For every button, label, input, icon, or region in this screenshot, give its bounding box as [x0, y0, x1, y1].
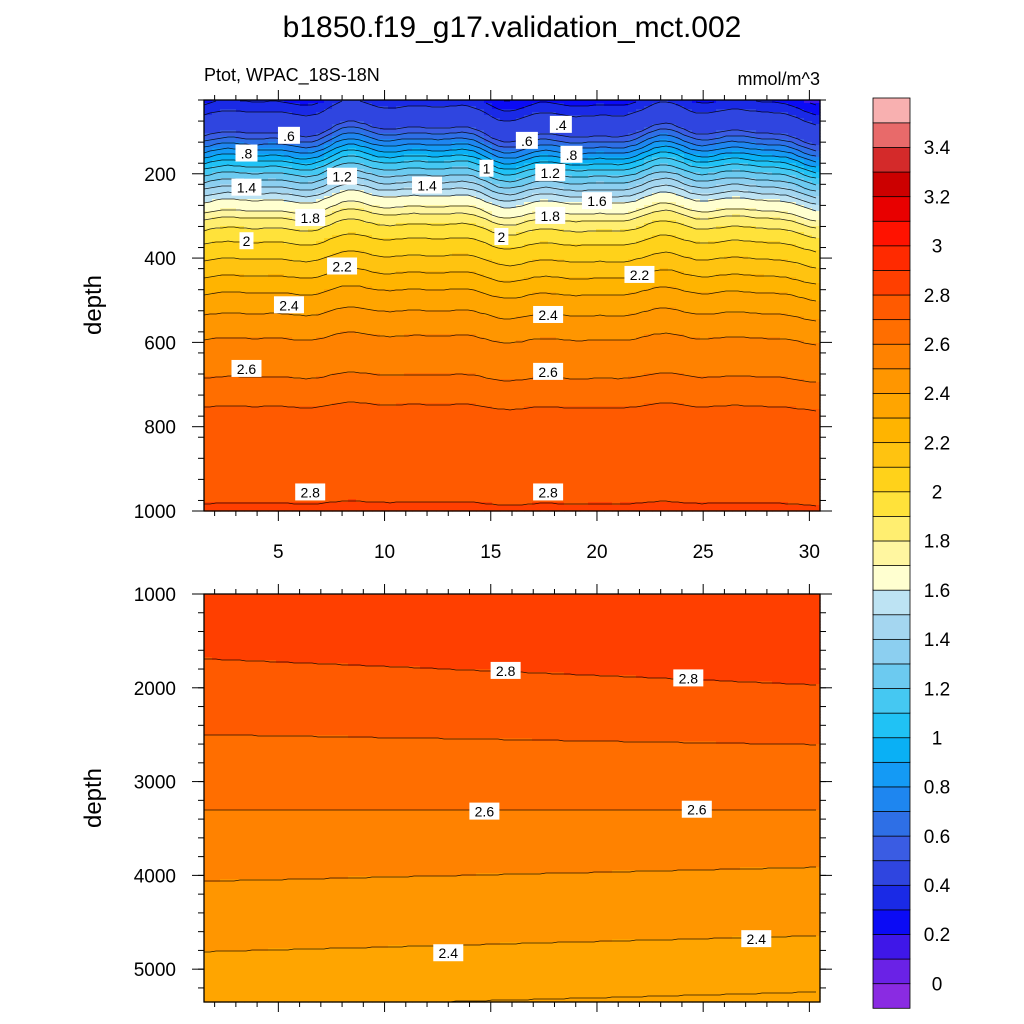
chart-title: b1850.f19_g17.validation_mct.002	[283, 11, 742, 44]
upper-panel: .6.4.6.8.811.2 1.21.4 1.41.61.8 1.82 22.22.2…	[80, 90, 832, 563]
subtitle-left: Ptot, WPAC_18S-18N	[204, 65, 380, 86]
units-label: mmol/m^3	[738, 69, 820, 89]
